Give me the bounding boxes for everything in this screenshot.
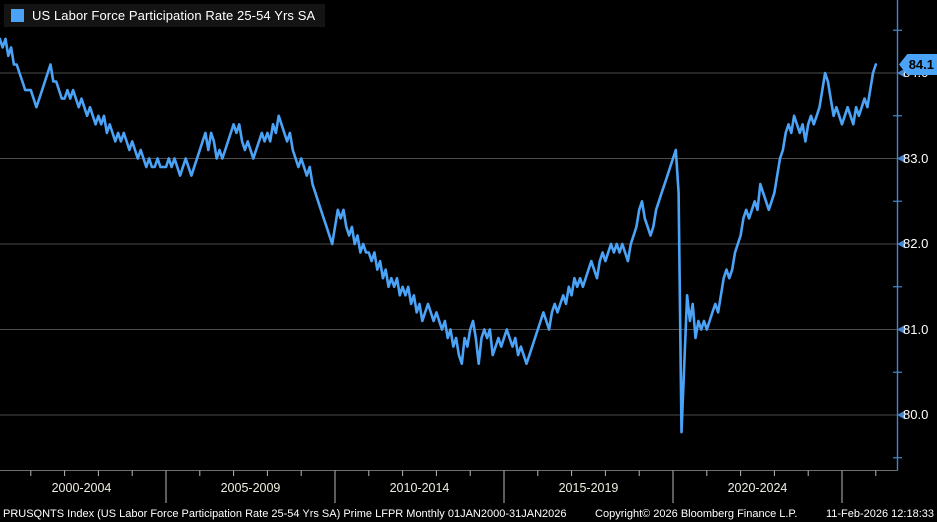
status-copyright: Copyright© 2026 Bloomberg Finance L.P.: [595, 507, 798, 520]
y-axis-tick-arrow-icon: [897, 239, 905, 249]
status-datetime: 11-Feb-2026 12:18:33: [825, 507, 934, 520]
status-description: PRUSQNTS Index (US Labor Force Participa…: [3, 507, 567, 520]
lfpr-series-line: [0, 37, 878, 434]
last-value-badge: 84.1: [899, 53, 937, 75]
legend-label: US Labor Force Participation Rate 25-54 …: [32, 8, 316, 23]
status-bar: PRUSQNTS Index (US Labor Force Participa…: [0, 505, 937, 522]
legend-swatch-icon: [11, 9, 24, 22]
y-axis-tick-arrow-icon: [897, 154, 905, 163]
last-value-label: 84.1: [908, 56, 934, 72]
y-axis-label: 81.0: [903, 321, 929, 337]
legend[interactable]: US Labor Force Participation Rate 25-54 …: [4, 4, 326, 27]
y-axis-label: 80.0: [903, 407, 929, 422]
y-axis-tick-arrow-icon: [897, 410, 905, 420]
y-axis-tick-arrow-icon: [897, 325, 905, 334]
x-axis-label: 2020-2024: [727, 481, 788, 495]
y-axis-tick-arrow-icon: [897, 68, 905, 78]
x-axis-label: 2000-2004: [51, 481, 112, 495]
x-axis-label: 2010-2014: [389, 481, 450, 495]
plot-area[interactable]: US Labor Force Participation Rate 25-54 …: [0, 0, 937, 506]
chart-canvas: [0, 0, 905, 503]
y-axis-label: 82.0: [903, 236, 929, 251]
x-axis-label: 2005-2009: [220, 481, 281, 495]
x-axis-label: 2015-2019: [558, 481, 619, 495]
y-axis-label: 83.0: [903, 150, 929, 166]
